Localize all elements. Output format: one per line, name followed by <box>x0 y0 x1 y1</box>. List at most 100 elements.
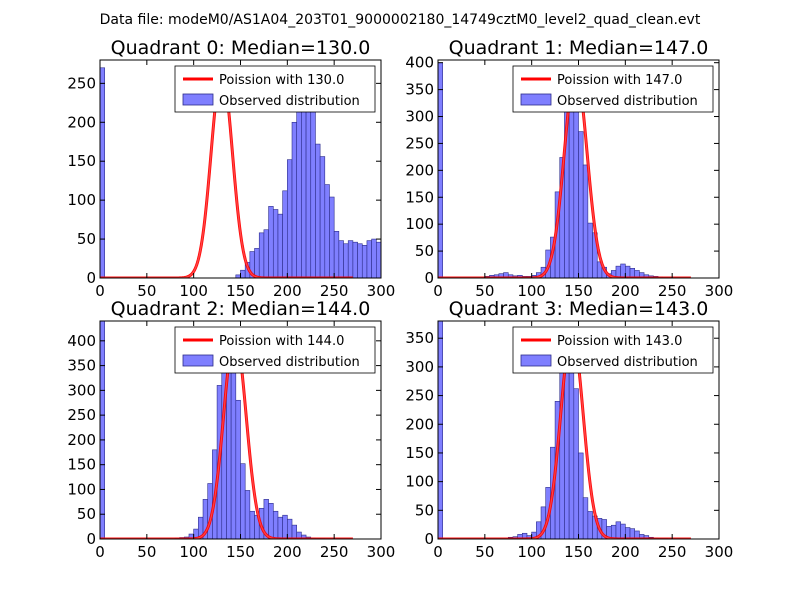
y-tick-label: 350 <box>67 357 96 375</box>
y-tick-label: 400 <box>67 332 96 350</box>
histogram-bar <box>366 240 372 278</box>
y-tick-label: 100 <box>405 473 434 491</box>
y-tick-label: 0 <box>424 269 434 287</box>
x-tick-label: 300 <box>705 282 734 300</box>
y-tick-label: 200 <box>67 113 96 131</box>
histogram-bar <box>380 252 381 278</box>
plot-area <box>438 321 692 539</box>
histogram-bar <box>305 92 312 278</box>
histogram-bar <box>582 497 589 539</box>
y-tick-label: 150 <box>405 444 434 462</box>
histogram-bar <box>240 269 246 278</box>
y-tick-label: 50 <box>77 230 96 248</box>
y-tick-label: 200 <box>405 415 434 433</box>
histogram-bar <box>620 523 626 539</box>
x-tick-label: 0 <box>95 543 105 561</box>
histogram-bar <box>587 222 593 278</box>
y-tick-label: 100 <box>67 191 96 209</box>
y-tick-label: 0 <box>86 530 96 548</box>
poisson-fit-line <box>438 69 692 278</box>
histogram-bar <box>282 190 288 278</box>
histogram-bar <box>395 266 400 278</box>
y-tick-label: 50 <box>77 505 96 523</box>
histogram-bar <box>249 510 255 539</box>
x-tick-label: 100 <box>179 543 208 561</box>
legend-fit-label: Poission with 130.0 <box>219 73 344 88</box>
histogram-bar <box>418 276 423 278</box>
poisson-fit-highlight <box>438 70 691 278</box>
histogram-bar <box>625 265 631 278</box>
poisson-fit-line <box>100 333 354 539</box>
histogram-bar <box>268 503 274 539</box>
histogram-bar <box>329 196 335 278</box>
histogram-bar <box>629 528 635 539</box>
legend-hist-label: Observed distribution <box>219 94 360 109</box>
x-tick-label: 300 <box>367 282 396 300</box>
x-tick-label: 150 <box>564 543 593 561</box>
y-tick-label: 400 <box>405 54 434 72</box>
y-tick-label: 100 <box>405 215 434 233</box>
x-tick-label: 250 <box>658 543 687 561</box>
x-tick-label: 0 <box>95 282 105 300</box>
panel-quadrant-0: 0 50 100 150 200 250 300 0 50 100 150 200 250 Quadran… <box>67 37 423 300</box>
histogram-bar <box>620 263 626 278</box>
x-tick-label: 100 <box>517 282 546 300</box>
histogram-bar <box>258 232 265 278</box>
histogram-bar <box>310 107 316 278</box>
legend-hist-swatch <box>182 93 214 106</box>
x-tick-label: 50 <box>475 543 494 561</box>
histogram-bar <box>291 121 297 278</box>
histogram-bar <box>578 452 584 539</box>
histogram-bar <box>438 321 443 539</box>
panel-quadrant-2: 0 50 100 150 200 250 300 0 50 100 150 200 250 300 350 4… <box>67 298 395 561</box>
histogram-bar <box>352 241 358 278</box>
histogram-bar <box>573 388 579 539</box>
histogram-bar <box>100 67 105 278</box>
y-tick-label: 300 <box>405 108 434 126</box>
y-tick-label: 300 <box>67 381 96 399</box>
poisson-fit-highlight <box>438 331 691 539</box>
figure-suptitle: Data file: modeM0/AS1A04_203T01_90000021… <box>100 12 701 28</box>
histogram-bar <box>272 209 279 278</box>
y-tick-label: 200 <box>405 161 434 179</box>
histogram-bar <box>587 511 593 539</box>
histogram-bar <box>400 275 405 278</box>
histogram-bar <box>263 229 269 278</box>
y-tick-label: 250 <box>405 134 434 152</box>
histogram-bar <box>357 243 363 278</box>
histogram-bar <box>291 524 297 539</box>
x-tick-label: 100 <box>517 543 546 561</box>
x-tick-label: 100 <box>179 282 208 300</box>
y-tick-label: 50 <box>415 242 434 260</box>
x-tick-label: 250 <box>320 282 349 300</box>
histogram-bar <box>282 514 288 539</box>
histogram-bar <box>386 256 391 278</box>
histogram-bar <box>277 516 283 539</box>
x-tick-label: 300 <box>705 543 734 561</box>
histogram-bar <box>268 206 274 278</box>
histogram-bar <box>568 366 575 539</box>
histogram-bar <box>376 241 381 278</box>
histogram-bar <box>333 230 340 278</box>
histogram-bar <box>287 159 293 278</box>
histogram-bar <box>371 238 377 278</box>
panel-title: Quadrant 2: Median=144.0 <box>111 298 371 320</box>
y-tick-label: 150 <box>67 456 96 474</box>
x-tick-label: 300 <box>367 543 396 561</box>
histogram-bar <box>254 248 260 278</box>
histogram-bar <box>287 518 293 539</box>
legend-hist-label: Observed distribution <box>219 355 360 370</box>
legend-fit-label: Poission with 147.0 <box>557 73 682 88</box>
histogram-bar <box>625 527 631 539</box>
legend-box <box>174 326 376 374</box>
histogram-bar <box>100 321 105 539</box>
panel-title: Quadrant 1: Median=147.0 <box>449 37 709 59</box>
legend-hist-label: Observed distribution <box>557 94 698 109</box>
legend-fit-label: Poission with 143.0 <box>557 334 682 349</box>
x-tick-label: 50 <box>137 543 156 561</box>
y-tick-label: 150 <box>67 152 96 170</box>
x-tick-label: 150 <box>564 282 593 300</box>
x-tick-label: 250 <box>320 543 349 561</box>
histogram-bar <box>404 276 409 278</box>
x-tick-label: 200 <box>273 282 302 300</box>
